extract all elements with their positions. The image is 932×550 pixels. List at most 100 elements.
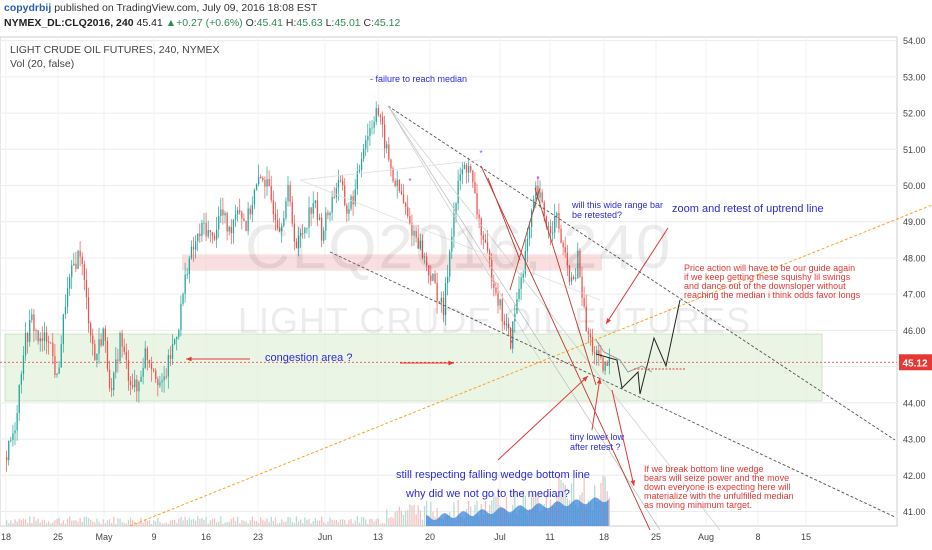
volume-bar (255, 520, 258, 526)
candle-body (241, 212, 243, 219)
annotation-price-action-3: and dance out of the downsloper without (684, 281, 846, 291)
wedge-top-line (387, 105, 896, 441)
candle-body (451, 236, 453, 252)
volume-bar (96, 518, 98, 526)
volume-bar (90, 519, 92, 526)
candle-body (396, 179, 398, 186)
candle-body (295, 241, 298, 249)
candle-body (520, 277, 522, 289)
candle-body (476, 193, 478, 215)
candle-body (575, 277, 577, 279)
volume-bar (94, 522, 96, 526)
fan-line (387, 105, 541, 361)
high-value: 45.63 (296, 17, 323, 29)
candle-body (176, 337, 178, 340)
candle-body (352, 196, 354, 205)
annotation-tiny-lower-low-1: tiny lower low (570, 432, 625, 442)
candle-body (287, 184, 289, 201)
volume-bar (66, 518, 69, 526)
arrow-congestion-left-head (186, 356, 192, 362)
volume-bar (457, 500, 459, 526)
candle-body (579, 250, 581, 277)
candle-body (434, 273, 436, 283)
candle-body (306, 227, 308, 229)
candle-body (171, 343, 174, 359)
wedge-bottom-line (329, 251, 896, 518)
pitchfork-line (480, 165, 651, 531)
candle-body (27, 333, 29, 342)
candle-body (262, 177, 264, 181)
y-tick-label: 44.00 (903, 398, 926, 408)
last-price-badge: 45.12 (902, 358, 927, 369)
candle-body (558, 212, 560, 229)
y-tick-label: 43.00 (903, 435, 926, 445)
chart-title: LIGHT CRUDE OIL FUTURES, 240, NYMEX (10, 44, 220, 56)
candle-body (79, 250, 81, 257)
candle-body (132, 384, 134, 388)
candle-body (199, 233, 201, 237)
candle-body (190, 246, 193, 259)
volume-bar (39, 522, 41, 526)
volume-bar (262, 519, 264, 526)
candle-body (468, 166, 470, 173)
candle-body (35, 330, 37, 332)
author-link[interactable]: copydrbij (4, 2, 52, 14)
volume-bar (344, 520, 346, 526)
candle-body (489, 250, 491, 260)
x-tick-label: 25 (651, 532, 661, 542)
candle-body (230, 226, 232, 234)
candle-body (570, 276, 573, 282)
volume-bar (432, 511, 434, 526)
annotation-zoom: zoom and retest of uptrend line (672, 203, 824, 215)
candle-body (129, 380, 132, 385)
candle-body (369, 128, 371, 137)
candle-body (436, 282, 438, 302)
candle-body (218, 215, 220, 230)
y-tick-label: 52.00 (903, 109, 926, 119)
candle-body (421, 240, 424, 258)
x-tick-label: 8 (755, 532, 760, 542)
volume-bar (165, 522, 167, 526)
x-tick-label: 15 (801, 532, 811, 542)
candle-body (153, 369, 155, 371)
up-arrow-icon: ▲ (165, 17, 177, 29)
volume-bar (220, 516, 222, 526)
candle-body (300, 233, 302, 236)
candle-body (213, 235, 216, 240)
candle-body (24, 333, 27, 356)
candle-body (258, 176, 260, 185)
volume-bar (234, 521, 237, 526)
candle-body (440, 297, 442, 303)
candle-body (581, 276, 583, 298)
candle-body (216, 229, 218, 240)
candle-body (8, 440, 10, 461)
candle-body (279, 228, 281, 232)
volume-bar (249, 520, 251, 526)
candle-body (85, 280, 88, 298)
pivot-marker: * (408, 177, 411, 186)
volume-bar (218, 521, 220, 526)
candle-body (111, 388, 113, 391)
y-tick-label: 51.00 (903, 145, 926, 155)
volume-bar (79, 518, 81, 526)
candle-body (237, 210, 239, 215)
volume-bar (377, 518, 379, 526)
volume-bar (379, 523, 382, 526)
volume-bar (371, 518, 373, 526)
name-watermark: LIGHT CRUDE OIL FUTURES (238, 300, 752, 341)
volume-indicator-label[interactable]: Vol (20, false) (10, 58, 75, 70)
candle-body (497, 293, 499, 306)
resistance-zone (182, 254, 602, 271)
candle-body (325, 212, 327, 231)
candle-body (371, 127, 373, 129)
annotation-break-bottom-3: down everyone is expecting here will (644, 482, 791, 492)
x-tick-label: 16 (201, 532, 211, 542)
volume-bar (192, 518, 195, 526)
volume-bar (323, 522, 325, 526)
y-tick-label: 49.00 (903, 217, 926, 227)
low-value: 45.01 (334, 17, 361, 29)
candle-body (344, 185, 346, 206)
candle-body (83, 264, 85, 281)
volume-bar (453, 502, 455, 526)
